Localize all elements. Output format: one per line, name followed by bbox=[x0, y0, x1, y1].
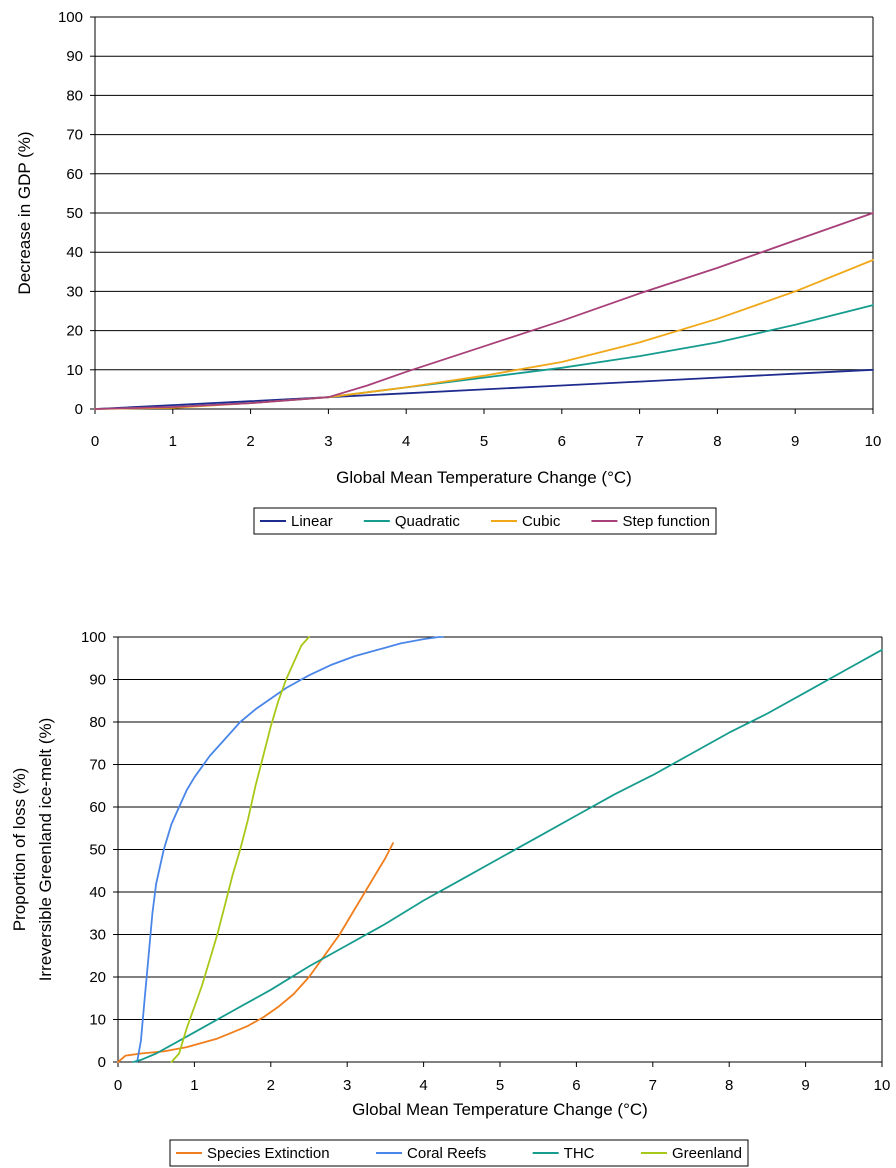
series-line-linear bbox=[94, 368, 874, 410]
y-tick-label: 20 bbox=[66, 323, 83, 340]
x-tick-label: 9 bbox=[801, 1077, 809, 1094]
legend: Linear Quadratic Cubic Step function bbox=[253, 507, 717, 535]
x-axis-title: Global Mean Temperature Change (°C) bbox=[352, 1100, 648, 1119]
x-tick-label: 5 bbox=[496, 1077, 504, 1094]
series-line-cubic bbox=[94, 259, 874, 410]
x-tick-label: 10 bbox=[874, 1077, 891, 1094]
y-tick-label: 90 bbox=[89, 672, 106, 689]
y-tick-label: 10 bbox=[89, 1012, 106, 1029]
x-tick-label: 7 bbox=[635, 433, 643, 450]
x-tick-label: 1 bbox=[169, 433, 177, 450]
series-line-species-extinction bbox=[117, 842, 394, 1063]
legend-box bbox=[253, 507, 717, 535]
x-tick-label: 3 bbox=[343, 1077, 351, 1094]
y-tick-label: 30 bbox=[89, 927, 106, 944]
series-line-step-function bbox=[94, 212, 874, 410]
y-tick-label: 50 bbox=[66, 205, 83, 222]
legend-label-coral-reefs: Coral Reefs bbox=[407, 1145, 486, 1162]
legend-label-species-extinction: Species Extinction bbox=[207, 1145, 330, 1162]
y-tick-label: 0 bbox=[75, 401, 83, 418]
y-axis-title: Decrease in GDP (%) bbox=[15, 131, 34, 294]
legend-label-step-function: Step function bbox=[622, 513, 710, 530]
series-line-quadratic bbox=[94, 304, 874, 410]
y-axis-title: Proportion of loss (%) bbox=[10, 768, 29, 931]
x-tick-label: 6 bbox=[572, 1077, 580, 1094]
legend: Species Extinction Coral Reefs THC Greenlan… bbox=[169, 1139, 749, 1167]
y-tick-label: 80 bbox=[89, 714, 106, 731]
y-tick-label: 60 bbox=[89, 799, 106, 816]
x-tick-label: 6 bbox=[558, 433, 566, 450]
y-tick-label: 40 bbox=[89, 884, 106, 901]
x-tick-label: 7 bbox=[649, 1077, 657, 1094]
chart-1: 0 10 20 30 40 50 60 70 80 90 100 0 1 2 3 4 5 6 7 8 9 10 Global… bbox=[15, 9, 882, 535]
legend-label-cubic: Cubic bbox=[522, 513, 561, 530]
x-tick-label: 3 bbox=[324, 433, 332, 450]
y-tick-label: 80 bbox=[66, 87, 83, 104]
legend-label-greenland: Greenland bbox=[672, 1145, 742, 1162]
x-tick-label: 0 bbox=[91, 433, 99, 450]
series-line-thc bbox=[132, 648, 883, 1063]
y-tick-label: 30 bbox=[66, 283, 83, 300]
y-tick-label: 100 bbox=[81, 629, 106, 646]
x-tick-label: 4 bbox=[419, 1077, 427, 1094]
chart-2: 0 10 20 30 40 50 60 70 80 90 100 0 1 2 3 4 5 6 7 8 9 10 Global… bbox=[10, 629, 891, 1167]
x-tick-label: 0 bbox=[114, 1077, 122, 1094]
y-tick-label: 40 bbox=[66, 244, 83, 261]
y-tick-label: 50 bbox=[89, 842, 106, 859]
x-tick-label: 10 bbox=[865, 433, 882, 450]
x-tick-label: 2 bbox=[267, 1077, 275, 1094]
x-tick-label: 5 bbox=[480, 433, 488, 450]
x-tick-label: 9 bbox=[791, 433, 799, 450]
y-tick-label: 10 bbox=[66, 362, 83, 379]
legend-label-quadratic: Quadratic bbox=[395, 513, 461, 530]
y-tick-label: 20 bbox=[89, 969, 106, 986]
x-tick-label: 8 bbox=[725, 1077, 733, 1094]
series-line-coral-reefs bbox=[136, 636, 444, 1063]
legend-label-thc: THC bbox=[564, 1145, 595, 1162]
x-axis-title: Global Mean Temperature Change (°C) bbox=[336, 468, 632, 487]
y-tick-label: 70 bbox=[66, 127, 83, 144]
y-tick-label: 0 bbox=[98, 1054, 106, 1071]
x-tick-label: 2 bbox=[246, 433, 254, 450]
y-tick-label: 70 bbox=[89, 757, 106, 774]
x-tick-label: 1 bbox=[190, 1077, 198, 1094]
series-line-greenland bbox=[170, 636, 310, 1063]
y-tick-label: 100 bbox=[58, 9, 83, 26]
x-tick-label: 8 bbox=[713, 433, 721, 450]
y-tick-label: 90 bbox=[66, 48, 83, 65]
y-axis-title-secondary: Irreversible Greenland ice-melt (%) bbox=[36, 718, 55, 982]
x-tick-label: 4 bbox=[402, 433, 410, 450]
y-tick-label: 60 bbox=[66, 166, 83, 183]
legend-label-linear: Linear bbox=[291, 513, 333, 530]
